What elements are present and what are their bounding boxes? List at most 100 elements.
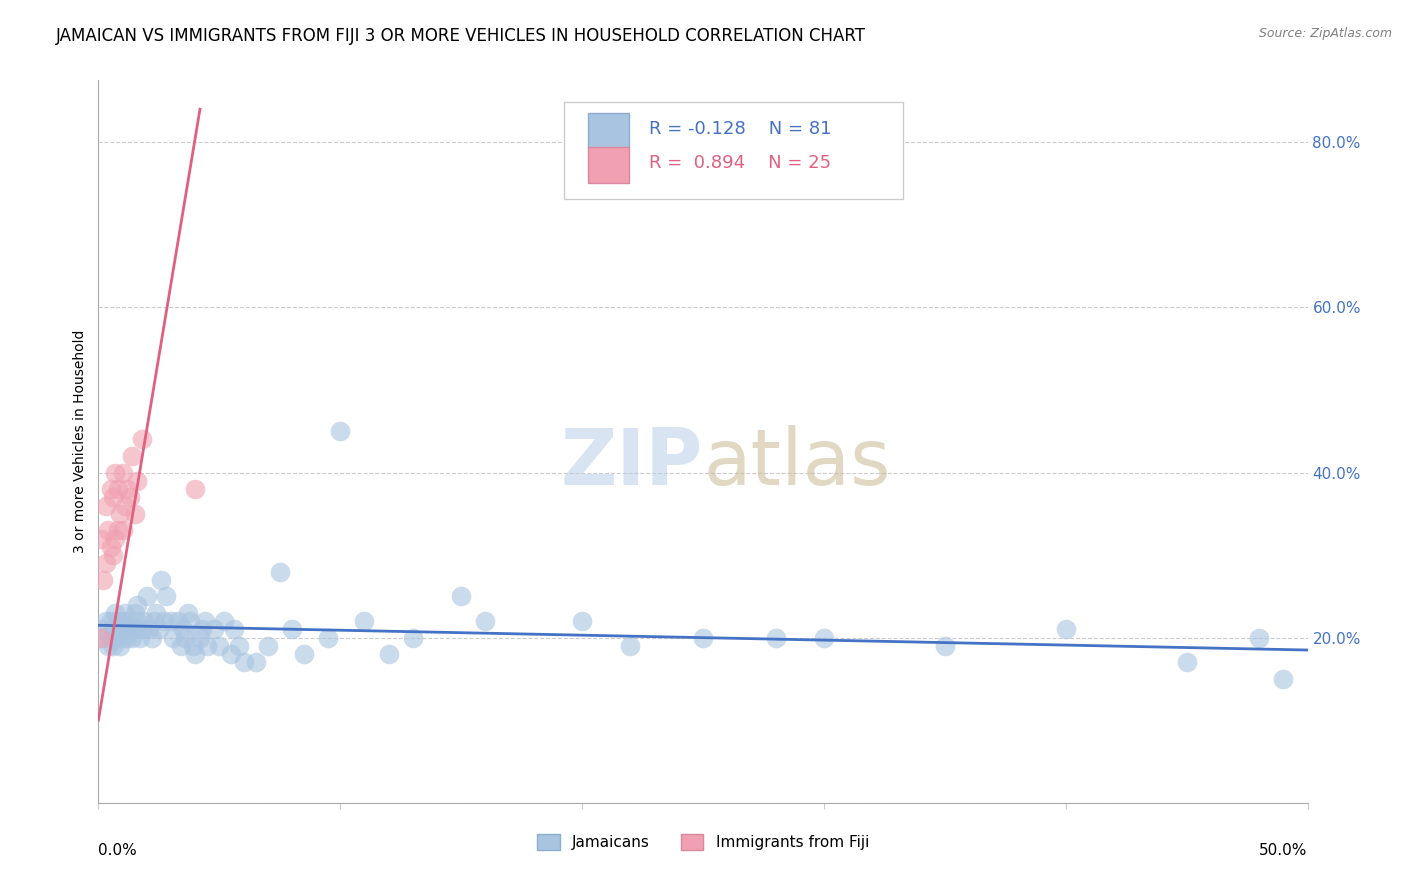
Point xyxy=(155,590,177,604)
Point xyxy=(1175,656,1198,670)
Text: 50.0%: 50.0% xyxy=(1260,843,1308,857)
Point xyxy=(571,614,593,628)
Point xyxy=(101,548,124,562)
Point xyxy=(121,631,143,645)
Point xyxy=(117,482,139,496)
Point xyxy=(101,623,124,637)
Point xyxy=(114,623,136,637)
Text: atlas: atlas xyxy=(703,425,890,501)
Point xyxy=(316,631,339,645)
Point xyxy=(114,499,136,513)
Point xyxy=(813,631,835,645)
Point xyxy=(177,606,200,620)
Point xyxy=(179,614,201,628)
Point xyxy=(124,507,146,521)
Point xyxy=(195,639,218,653)
Point xyxy=(172,623,194,637)
Point xyxy=(765,631,787,645)
Point xyxy=(353,614,375,628)
Point xyxy=(90,623,112,637)
Point xyxy=(118,623,141,637)
Point xyxy=(1249,631,1271,645)
FancyBboxPatch shape xyxy=(588,112,630,148)
Text: R =  0.894    N = 25: R = 0.894 N = 25 xyxy=(648,154,831,172)
Point xyxy=(474,614,496,628)
Point xyxy=(108,507,131,521)
Point xyxy=(111,524,134,538)
Point xyxy=(100,631,122,645)
Point xyxy=(181,639,204,653)
Point xyxy=(619,639,641,653)
Point xyxy=(141,631,163,645)
Point xyxy=(91,573,114,587)
Point xyxy=(184,482,207,496)
Point xyxy=(127,598,149,612)
Point xyxy=(269,565,291,579)
Point xyxy=(90,532,112,546)
Point xyxy=(143,614,166,628)
Point xyxy=(204,623,226,637)
Point xyxy=(232,656,254,670)
Point xyxy=(114,606,136,620)
Point xyxy=(117,614,139,628)
FancyBboxPatch shape xyxy=(564,102,903,200)
Text: ZIP: ZIP xyxy=(561,425,703,501)
Point xyxy=(100,482,122,496)
Point xyxy=(127,474,149,488)
Point xyxy=(94,614,117,628)
Point xyxy=(97,639,120,653)
Point xyxy=(692,631,714,645)
Point xyxy=(222,623,245,637)
FancyBboxPatch shape xyxy=(588,147,630,183)
Point xyxy=(208,639,231,653)
Text: JAMAICAN VS IMMIGRANTS FROM FIJI 3 OR MORE VEHICLES IN HOUSEHOLD CORRELATION CHA: JAMAICAN VS IMMIGRANTS FROM FIJI 3 OR MO… xyxy=(56,27,866,45)
Point xyxy=(245,656,267,670)
Point xyxy=(212,614,235,628)
Point xyxy=(100,540,122,554)
Point xyxy=(184,647,207,661)
Point xyxy=(402,631,425,645)
Point xyxy=(377,647,399,661)
Point xyxy=(111,466,134,480)
Point xyxy=(188,631,211,645)
Point xyxy=(107,623,129,637)
Point xyxy=(94,499,117,513)
Point xyxy=(934,639,956,653)
Point xyxy=(450,590,472,604)
Point xyxy=(152,614,174,628)
Point xyxy=(108,623,131,637)
Point xyxy=(1272,672,1295,686)
Point xyxy=(111,614,134,628)
Point xyxy=(108,639,131,653)
Point xyxy=(194,614,217,628)
Point xyxy=(124,606,146,620)
Text: R = -0.128    N = 81: R = -0.128 N = 81 xyxy=(648,120,831,138)
Point xyxy=(118,490,141,504)
Point xyxy=(117,631,139,645)
Point xyxy=(97,524,120,538)
Y-axis label: 3 or more Vehicles in Household: 3 or more Vehicles in Household xyxy=(73,330,87,553)
Point xyxy=(221,647,243,661)
Point xyxy=(148,623,170,637)
Point xyxy=(127,614,149,628)
Point xyxy=(134,614,156,628)
Point xyxy=(90,631,112,645)
Point xyxy=(145,606,167,620)
Text: 0.0%: 0.0% xyxy=(98,843,138,857)
Point xyxy=(107,524,129,538)
Point xyxy=(281,623,304,637)
Point xyxy=(107,614,129,628)
Point xyxy=(131,433,153,447)
Point xyxy=(121,449,143,463)
Point xyxy=(174,631,197,645)
Point xyxy=(292,647,315,661)
Point xyxy=(191,623,214,637)
Text: Source: ZipAtlas.com: Source: ZipAtlas.com xyxy=(1258,27,1392,40)
Point xyxy=(167,614,190,628)
Point xyxy=(104,631,127,645)
Point xyxy=(100,614,122,628)
Point xyxy=(128,631,150,645)
Point xyxy=(104,532,127,546)
Point xyxy=(228,639,250,653)
Point xyxy=(135,590,157,604)
